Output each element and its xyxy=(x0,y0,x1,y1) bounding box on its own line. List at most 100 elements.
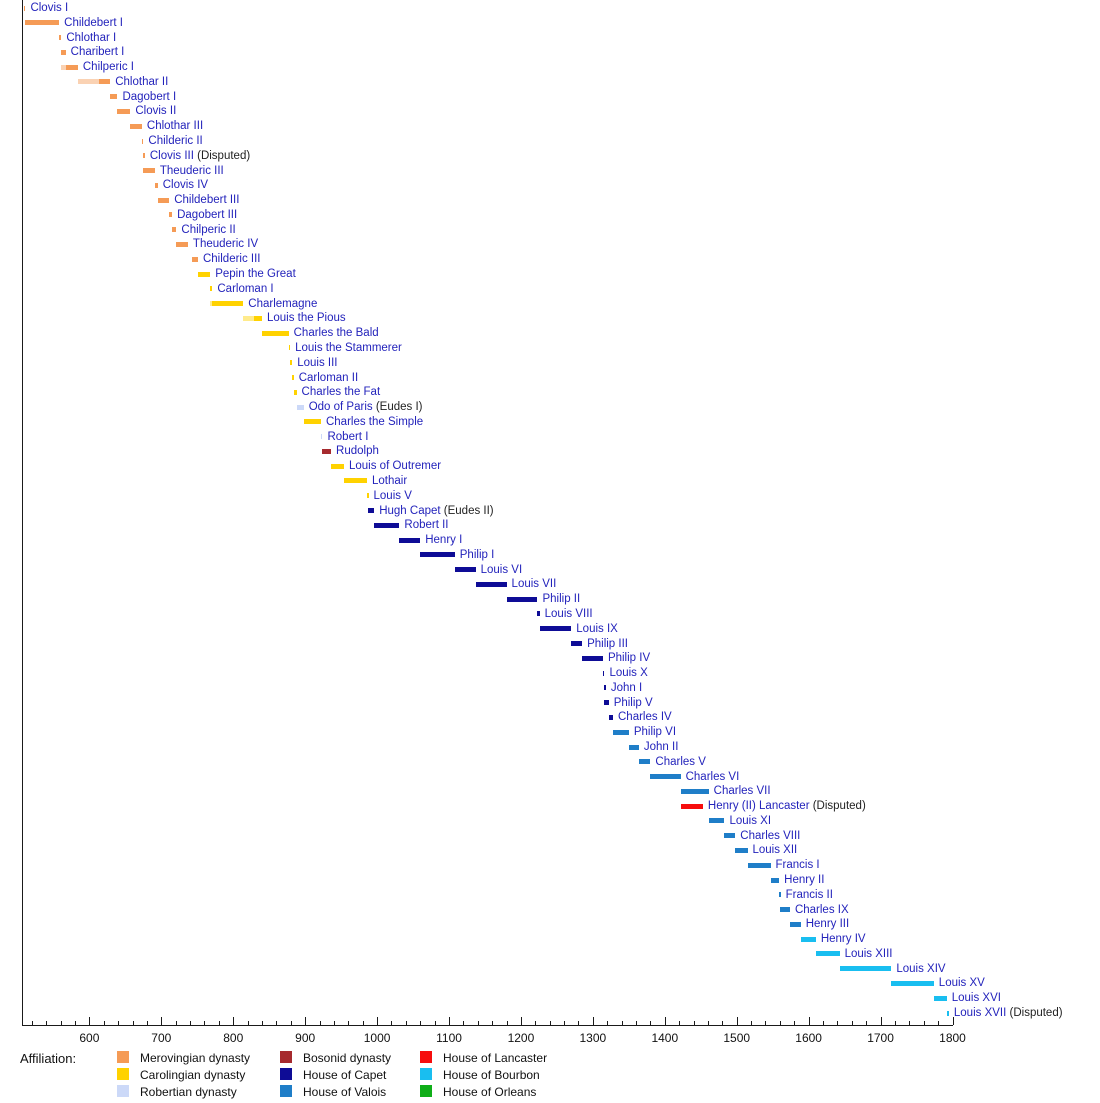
axis-minor-tick xyxy=(204,1021,206,1025)
monarch-name: Clovis II xyxy=(135,105,177,118)
monarch-label: Philip II xyxy=(542,592,580,606)
monarch-label: Louis XIII xyxy=(845,947,893,961)
reign-bar xyxy=(212,301,244,307)
axis-major-tick xyxy=(233,1017,235,1025)
monarch-name: Charibert I xyxy=(70,46,125,59)
monarch-label: Hugh Capet (Eudes II) xyxy=(379,504,493,518)
monarch-name: Dagobert I xyxy=(122,90,177,103)
legend-swatch-bourbon xyxy=(420,1068,432,1080)
axis-minor-tick xyxy=(103,1021,105,1025)
axis-minor-tick xyxy=(175,1021,177,1025)
legend-label-robertian: Robertian dynasty xyxy=(140,1085,237,1099)
axis-minor-tick xyxy=(463,1021,465,1025)
monarch-label: Louis XI xyxy=(729,814,771,828)
monarch-label: Charles VII xyxy=(714,784,771,798)
axis-minor-tick xyxy=(923,1021,925,1025)
monarch-label: Charibert I xyxy=(71,45,125,59)
axis-tick-label: 900 xyxy=(295,1031,316,1045)
axis-minor-tick xyxy=(247,1021,249,1025)
axis-minor-tick xyxy=(391,1021,393,1025)
monarch-label: Philip III xyxy=(587,637,628,651)
reign-bar xyxy=(839,966,892,972)
monarch-label: Robert I xyxy=(327,430,368,444)
axis-tick-label: 1600 xyxy=(795,1031,822,1045)
monarch-label: Louis of Outremer xyxy=(349,459,441,473)
monarch-label: Clovis IV xyxy=(163,178,208,192)
reign-bar xyxy=(294,389,297,395)
monarch-label: Louis IX xyxy=(576,622,618,636)
monarch-label: Lothair xyxy=(372,474,407,488)
reign-bar xyxy=(933,995,947,1001)
monarch-name: Clovis III xyxy=(149,149,194,162)
monarch-label: Theuderic IV xyxy=(193,237,258,251)
axis-minor-tick xyxy=(348,1021,350,1025)
monarch-label: Childebert III xyxy=(174,193,239,207)
reign-bar xyxy=(254,315,262,321)
monarch-name: Louis V xyxy=(373,489,412,502)
monarch-label: Dagobert I xyxy=(122,90,176,104)
reign-bar xyxy=(61,49,66,55)
axis-minor-tick xyxy=(894,1021,896,1025)
axis-tick-label: 1000 xyxy=(363,1031,391,1045)
monarch-label: Henry IV xyxy=(821,932,866,946)
monarch-name: Charles the Bald xyxy=(293,327,379,340)
reign-bar xyxy=(571,641,583,647)
monarch-label: Childeric II xyxy=(148,134,202,148)
reign-bar xyxy=(399,537,421,543)
monarch-label: Chilperic II xyxy=(181,223,235,237)
legend-label-carolingian: Carolingian dynasty xyxy=(140,1068,246,1082)
monarch-name: Louis X xyxy=(609,667,648,680)
legend-swatch-capet xyxy=(280,1068,292,1080)
monarch-name: Philip I xyxy=(459,548,495,561)
reign-bar xyxy=(141,138,144,144)
monarch-name: Carloman I xyxy=(217,282,274,295)
axis-major-tick xyxy=(592,1017,594,1025)
monarch-label: Charles VI xyxy=(686,770,740,784)
monarch-label: Childebert I xyxy=(64,16,123,30)
reign-bar xyxy=(708,818,725,824)
axis-minor-tick xyxy=(866,1021,868,1025)
monarch-label: Louis X xyxy=(609,666,647,680)
monarch-label: Louis VIII xyxy=(545,607,593,621)
monarch-label: John II xyxy=(644,740,679,754)
axis-major-tick xyxy=(305,1017,307,1025)
axis-major-tick xyxy=(952,1017,954,1025)
monarch-name: Louis VI xyxy=(480,563,523,576)
axis-minor-tick xyxy=(679,1021,681,1025)
axis-minor-tick xyxy=(492,1021,494,1025)
reign-bar xyxy=(604,685,606,691)
monarch-label: Rudolph xyxy=(336,444,379,458)
axis-minor-tick xyxy=(146,1021,148,1025)
monarch-name: Childebert I xyxy=(64,16,123,29)
reign-bar xyxy=(296,404,304,410)
monarch-label: Henry II xyxy=(784,873,824,887)
monarch-name: Philip IV xyxy=(607,652,651,665)
axis-major-tick xyxy=(808,1017,810,1025)
monarch-label: John I xyxy=(611,681,642,695)
reign-bar xyxy=(117,108,131,114)
axis-tick-label: 800 xyxy=(223,1031,244,1045)
monarch-name: Charles VIII xyxy=(740,829,801,842)
monarch-name: Theuderic IV xyxy=(192,238,259,251)
monarch-name: Childeric III xyxy=(202,253,261,266)
reign-bar xyxy=(374,522,400,528)
reign-bar xyxy=(292,375,294,380)
reign-bar xyxy=(779,892,781,898)
reign-bar xyxy=(506,596,538,602)
axis-tick-label: 1500 xyxy=(723,1031,751,1045)
monarch-label: Louis VI xyxy=(481,563,523,577)
monarch-label: Carloman I xyxy=(217,282,273,296)
reign-bar xyxy=(770,877,780,883)
reign-bar xyxy=(608,714,613,720)
axis-minor-tick xyxy=(549,1021,551,1025)
axis-minor-tick xyxy=(132,1021,134,1025)
reign-bar xyxy=(537,611,540,617)
axis-minor-tick xyxy=(333,1021,335,1025)
axis-tick-label: 1800 xyxy=(939,1031,966,1045)
monarch-name: Philip III xyxy=(587,637,628,650)
monarch-label: Philip I xyxy=(460,548,495,562)
reign-bar xyxy=(157,197,170,203)
axis-minor-tick xyxy=(262,1021,263,1025)
monarch-label: Clovis III (Disputed) xyxy=(150,149,250,163)
axis-minor-tick xyxy=(650,1021,652,1025)
